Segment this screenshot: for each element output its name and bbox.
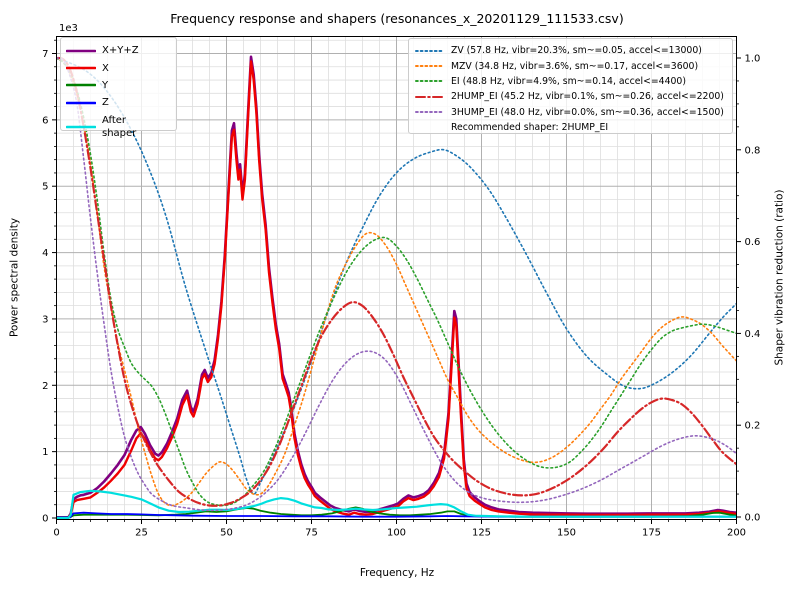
svg-text:150: 150: [557, 528, 576, 539]
svg-text:200: 200: [727, 528, 746, 539]
line-sample-after-shaper: [66, 125, 96, 128]
line-sample-mzv: [415, 65, 445, 68]
curve-shaper-mzv: [56, 57, 737, 507]
svg-text:1.0: 1.0: [745, 54, 761, 65]
curve-shaper-zv: [56, 57, 737, 495]
x-axis-label: Frequency, Hz: [359, 567, 435, 579]
legend-label: ZV (57.8 Hz, vibr=20.3%, sm~=0.05, accel…: [451, 45, 702, 57]
chart-title: Frequency response and shapers (resonanc…: [170, 11, 624, 26]
legend-label: X: [102, 62, 109, 74]
curve-after-shaper: [56, 489, 737, 520]
line-sample-xyz: [66, 49, 96, 52]
svg-text:25: 25: [135, 528, 148, 539]
svg-text:2: 2: [42, 381, 48, 392]
y-axis-label-left: Power spectral density: [8, 217, 21, 338]
line-sample-ei: [415, 80, 445, 83]
line-sample-3hump-ei: [415, 111, 445, 114]
legend-item: EI (48.8 Hz, vibr=4.9%, sm~=0.14, accel<…: [415, 74, 726, 89]
svg-text:1: 1: [42, 447, 48, 458]
svg-text:0.2: 0.2: [745, 421, 761, 432]
svg-text:0.8: 0.8: [745, 145, 761, 156]
svg-text:3: 3: [42, 314, 48, 325]
legend-label: MZV (34.8 Hz, vibr=3.6%, sm~=0.17, accel…: [451, 60, 699, 72]
y-axis-offset-label: 1e3: [59, 23, 78, 34]
legend-item: 3HUMP_EI (48.0 Hz, vibr=0.0%, sm~=0.36, …: [415, 105, 726, 120]
line-sample-x: [66, 66, 96, 70]
svg-text:0.4: 0.4: [745, 329, 761, 340]
curve-shaper-2hump-ei: [56, 56, 737, 507]
svg-text:0.6: 0.6: [745, 237, 761, 248]
legend-shapers: ZV (57.8 Hz, vibr=20.3%, sm~=0.05, accel…: [408, 38, 733, 134]
legend-label: 2HUMP_EI (45.2 Hz, vibr=0.1%, sm~=0.26, …: [451, 91, 724, 103]
legend-label: EI (48.8 Hz, vibr=4.9%, sm~=0.14, accel<…: [451, 75, 686, 87]
legend-item: After shaper: [66, 112, 170, 142]
y-axis-label-right: Shaper vibration reduction (ratio): [773, 189, 786, 366]
legend-item: 2HUMP_EI (45.2 Hz, vibr=0.1%, sm~=0.26, …: [415, 89, 726, 104]
series-curves: [56, 55, 737, 520]
svg-text:6: 6: [42, 115, 48, 126]
legend-label: After shaper: [102, 114, 137, 139]
legend-item: Y: [66, 77, 170, 94]
line-sample-2hump-ei: [415, 95, 445, 98]
svg-text:50: 50: [220, 528, 233, 539]
curve-shaper-3hump-ei: [56, 57, 737, 512]
svg-text:4: 4: [42, 248, 48, 259]
svg-text:0: 0: [53, 528, 59, 539]
line-sample-z: [66, 101, 96, 105]
svg-text:125: 125: [472, 528, 491, 539]
legend-label: 3HUMP_EI (48.0 Hz, vibr=0.0%, sm~=0.36, …: [451, 106, 724, 118]
legend-item: Z: [66, 94, 170, 111]
curve-shaper-ei: [56, 57, 737, 507]
svg-text:7: 7: [42, 49, 48, 60]
svg-text:5: 5: [42, 182, 48, 193]
line-sample-zv: [415, 49, 445, 52]
legend-item: X+Y+Z: [66, 42, 170, 59]
legend-label: Y: [102, 79, 109, 91]
legend-item: ZV (57.8 Hz, vibr=20.3%, sm~=0.05, accel…: [415, 43, 726, 58]
recommended-shaper-text: Recommended shaper: 2HUMP_EI: [451, 122, 609, 134]
legend-recommendation: Recommended shaper: 2HUMP_EI: [415, 120, 726, 135]
svg-text:175: 175: [642, 528, 661, 539]
svg-text:0: 0: [42, 514, 48, 525]
curve-psd-x: [56, 60, 737, 519]
svg-text:100: 100: [387, 528, 406, 539]
legend-label: X+Y+Z: [102, 45, 139, 57]
legend-item: MZV (34.8 Hz, vibr=3.6%, sm~=0.17, accel…: [415, 58, 726, 73]
line-sample-y: [66, 84, 96, 87]
axis-ticks: 0 25 50 75 100 125 150 175 200 0 1 2 3 4 5 6 7 0.0 0.2 0.4 0…: [42, 39, 761, 539]
legend-item: X: [66, 59, 170, 76]
svg-text:0.0: 0.0: [745, 513, 761, 524]
legend-psd: X+Y+Z X Y Z After shaper: [60, 37, 177, 139]
svg-text:75: 75: [305, 528, 318, 539]
legend-label: Z: [102, 97, 109, 109]
